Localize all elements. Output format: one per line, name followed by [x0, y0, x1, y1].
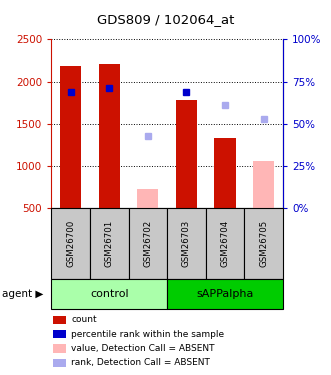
Bar	[176, 100, 197, 208]
Bar	[60, 66, 81, 208]
Bar	[99, 64, 120, 208]
Bar	[253, 161, 274, 208]
Text: agent ▶: agent ▶	[2, 290, 43, 299]
Text: percentile rank within the sample: percentile rank within the sample	[71, 330, 224, 339]
Text: GSM26705: GSM26705	[259, 220, 268, 267]
Text: rank, Detection Call = ABSENT: rank, Detection Call = ABSENT	[71, 358, 210, 367]
Text: control: control	[90, 290, 128, 299]
Text: sAPPalpha: sAPPalpha	[196, 290, 254, 299]
Bar	[214, 138, 236, 208]
Text: GDS809 / 102064_at: GDS809 / 102064_at	[97, 13, 234, 26]
Bar	[137, 189, 159, 208]
Text: GSM26700: GSM26700	[66, 220, 75, 267]
Text: GSM26703: GSM26703	[182, 220, 191, 267]
Text: GSM26702: GSM26702	[143, 220, 152, 267]
Text: GSM26701: GSM26701	[105, 220, 114, 267]
Text: count: count	[71, 315, 97, 324]
Text: value, Detection Call = ABSENT: value, Detection Call = ABSENT	[71, 344, 215, 353]
Text: GSM26704: GSM26704	[220, 220, 230, 267]
